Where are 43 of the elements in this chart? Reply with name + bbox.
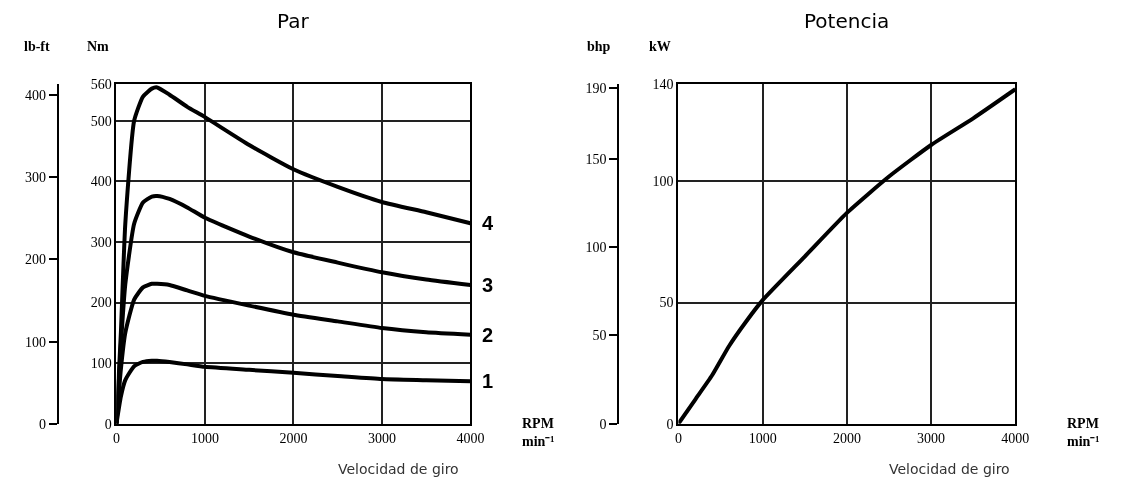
series-label: 1 — [482, 370, 494, 392]
series-label: 3 — [482, 274, 494, 296]
series-label: 2 — [482, 324, 494, 346]
y2-tick-label: 100 — [25, 334, 46, 350]
y-axis-title: kW — [649, 39, 671, 54]
y2-tick-label: 300 — [25, 170, 46, 186]
x-tick-label: 1000 — [190, 430, 219, 446]
y2-tick-label: 50 — [592, 328, 607, 344]
x-tick-label: 3000 — [917, 430, 946, 446]
y-tick-label: 0 — [104, 416, 112, 432]
y2-tick-label: 0 — [39, 416, 46, 432]
y-axis-title: Nm — [87, 39, 110, 54]
y2-tick-label: 200 — [25, 252, 46, 268]
y-tick-label: 200 — [90, 295, 112, 311]
y-tick-label: 300 — [90, 234, 112, 250]
y-tick-label: 560 — [90, 77, 112, 93]
x-tick-label: 4000 — [1001, 430, 1030, 446]
y-tick-label: 0 — [666, 416, 674, 432]
y-tick-label: 100 — [652, 174, 674, 190]
y2-tick-label: 0 — [599, 416, 607, 432]
chart-title: Potencia — [804, 9, 890, 33]
x-tick-label: 2000 — [279, 430, 308, 446]
y-tick-label: 50 — [659, 295, 674, 311]
y2-tick-label: 400 — [25, 87, 46, 103]
y-tick-label: 400 — [90, 174, 112, 190]
y-tick-label: 500 — [90, 113, 112, 129]
y2-axis-title: bhp — [587, 39, 611, 54]
chart-title: Par — [277, 9, 310, 33]
text: Velocidad de giro — [889, 461, 1010, 477]
x-tick-label: 4000 — [456, 430, 485, 446]
x-tick-label: 1000 — [748, 430, 777, 446]
y-tick-label: 140 — [652, 77, 674, 93]
series-label: 4 — [482, 212, 494, 234]
y-tick-label: 100 — [90, 356, 112, 372]
x-axis-title: RPM min⁻¹ — [522, 416, 555, 450]
x-tick-label: 2000 — [832, 430, 861, 446]
y2-tick-label: 100 — [585, 239, 607, 255]
text: Velocidad de giro — [338, 461, 459, 477]
x-tick-label: 3000 — [367, 430, 396, 446]
y2-axis-title: lb-ft — [24, 39, 50, 54]
y2-tick-label: 150 — [585, 151, 607, 167]
x-axis-title: RPM min⁻¹ — [1067, 416, 1100, 450]
y2-tick-label: 190 — [585, 80, 607, 96]
